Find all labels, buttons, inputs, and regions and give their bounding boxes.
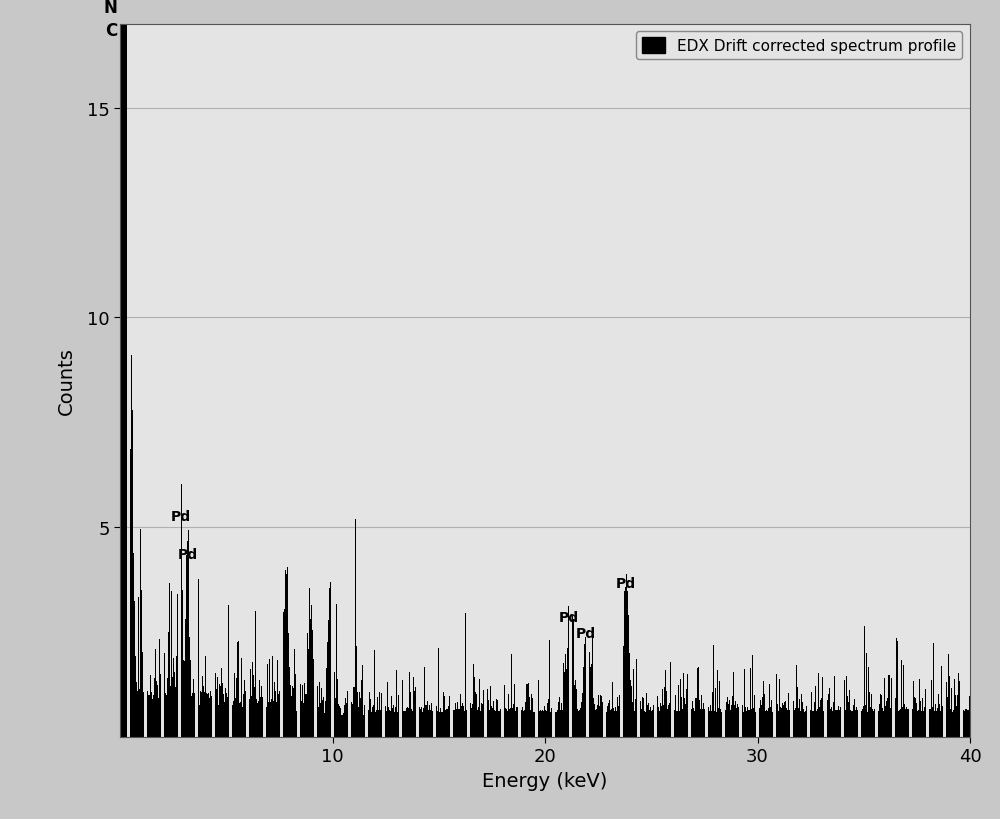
Text: Pd: Pd bbox=[170, 509, 190, 523]
Text: N: N bbox=[103, 0, 117, 17]
Text: C: C bbox=[105, 21, 117, 39]
Legend: EDX Drift corrected spectrum profile: EDX Drift corrected spectrum profile bbox=[636, 32, 962, 61]
Text: Pd: Pd bbox=[616, 577, 636, 590]
Y-axis label: Counts: Counts bbox=[57, 347, 76, 414]
Text: Pd: Pd bbox=[575, 627, 595, 640]
Text: Pd: Pd bbox=[177, 547, 197, 561]
Text: Pd: Pd bbox=[558, 610, 578, 624]
X-axis label: Energy (keV): Energy (keV) bbox=[482, 771, 608, 790]
